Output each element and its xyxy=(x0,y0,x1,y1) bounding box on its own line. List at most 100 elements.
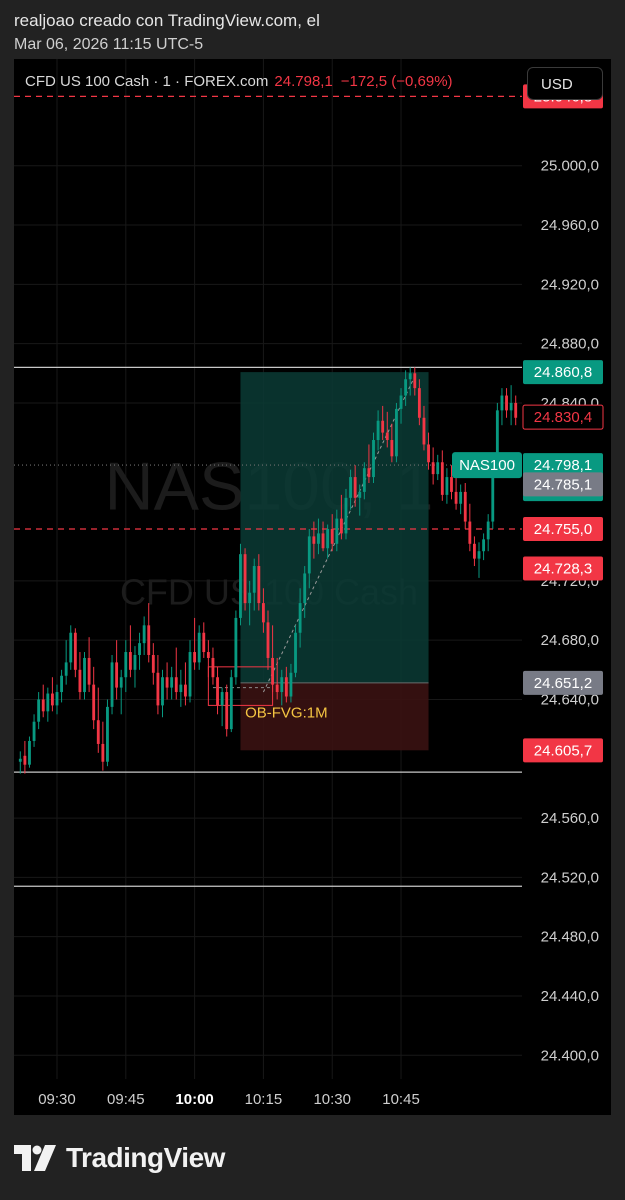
candle-body xyxy=(298,603,302,633)
candle-body xyxy=(174,677,178,693)
x-tick-label: 10:45 xyxy=(382,1091,420,1108)
price-label-box xyxy=(523,670,603,695)
bear-candle xyxy=(87,637,91,693)
loss-zone xyxy=(240,682,429,751)
candle-body xyxy=(96,720,100,744)
candle-body xyxy=(505,395,508,411)
y-tick-label: 24.520,0 xyxy=(541,869,599,886)
ob-fvg-annotation: OB-FVG:1M xyxy=(245,704,328,721)
bull-candle xyxy=(179,669,183,707)
candle-body xyxy=(271,657,275,685)
candle-body xyxy=(142,625,146,644)
candle-body xyxy=(303,573,307,604)
candle-body xyxy=(312,536,316,544)
chart[interactable]: NAS100, 1CFD US 100 CashOB-FVG:1MNAS1002… xyxy=(14,59,611,1115)
candle-body xyxy=(321,533,325,549)
candle-body xyxy=(317,533,320,544)
price-label-box xyxy=(523,738,603,763)
y-tick-label: 24.640,0 xyxy=(541,691,599,708)
bear-candle xyxy=(514,395,518,426)
candle-body xyxy=(119,677,123,688)
bull-candle xyxy=(46,687,50,722)
bear-candle xyxy=(101,721,105,771)
x-tick-label: 10:15 xyxy=(245,1091,283,1108)
bear-candle xyxy=(96,687,100,753)
candle-body xyxy=(170,677,174,688)
candle-body xyxy=(147,625,151,655)
price-label: 24.755,0 xyxy=(534,521,592,538)
bull-candle xyxy=(170,666,174,700)
candle-body xyxy=(395,408,398,457)
bear-candle xyxy=(440,450,444,501)
candle-body xyxy=(179,684,183,693)
price-label: 24.651,2 xyxy=(534,675,592,692)
currency-button[interactable]: USD xyxy=(527,67,603,100)
candle-body xyxy=(445,477,449,495)
candle-body xyxy=(101,743,105,762)
bull-candle xyxy=(234,610,238,685)
bull-candle xyxy=(142,616,146,655)
bull-candle xyxy=(248,580,252,626)
y-tick-label: 24.400,0 xyxy=(541,1047,599,1064)
bear-candle xyxy=(284,666,288,703)
bear-candle xyxy=(41,684,45,718)
candle-body xyxy=(326,528,330,549)
candle-body xyxy=(106,706,109,762)
bull-candle xyxy=(372,432,375,484)
candle-body xyxy=(69,632,73,663)
symbol-name[interactable]: CFD US 100 Cash · 1 · FOREX.com xyxy=(25,73,269,90)
candle-body xyxy=(243,554,247,604)
candle-body xyxy=(486,521,490,540)
bull-candle xyxy=(133,646,137,688)
bear-candle xyxy=(454,474,458,510)
bull-candle xyxy=(459,484,463,515)
bear-candle xyxy=(211,647,215,685)
symbol-bar[interactable]: CFD US 100 Cash · 1 · FOREX.com 24.798,1−… xyxy=(25,73,453,90)
candle-body xyxy=(376,420,380,441)
candle-body xyxy=(239,554,242,618)
bear-candle xyxy=(50,677,54,712)
bear-candle xyxy=(275,657,279,700)
candle-body xyxy=(436,462,440,475)
candle-body xyxy=(381,420,385,433)
candle-body xyxy=(275,684,279,693)
bear-candle xyxy=(266,610,270,670)
bull-candle xyxy=(482,533,486,561)
x-tick-label: 10:00 xyxy=(175,1091,213,1108)
price-label-box xyxy=(523,516,603,541)
price-label-box xyxy=(523,360,603,385)
price-label: 24.605,7 xyxy=(534,742,592,759)
bull-candle xyxy=(509,385,513,426)
bull-candle xyxy=(64,640,68,685)
tradingview-footer: TradingView xyxy=(14,1142,225,1174)
candle-body xyxy=(473,543,476,559)
y-tick-label: 24.440,0 xyxy=(541,988,599,1005)
candle-body xyxy=(188,652,192,697)
bull-candle xyxy=(69,625,73,670)
y-tick-label: 24.680,0 xyxy=(541,632,599,649)
bear-candle xyxy=(367,444,371,484)
candle-body xyxy=(60,675,63,693)
candle-body xyxy=(390,440,394,457)
candle-body xyxy=(440,462,444,495)
bull-candle xyxy=(326,524,330,559)
bear-candle xyxy=(413,367,417,396)
x-tick-label: 09:45 xyxy=(107,1091,145,1108)
candle-body xyxy=(491,469,495,522)
price-label-box xyxy=(523,472,603,497)
bull-candle xyxy=(252,558,256,611)
last-price: 24.798,1 xyxy=(274,73,333,90)
tradingview-logo-icon xyxy=(14,1145,56,1171)
candle-body xyxy=(358,491,362,498)
candle-body xyxy=(64,662,68,676)
candle-body xyxy=(220,692,224,706)
bear-candle xyxy=(312,521,316,559)
x-tick-label: 10:30 xyxy=(313,1091,351,1108)
chart-panel[interactable]: NAS100, 1CFD US 100 CashOB-FVG:1MNAS1002… xyxy=(14,59,611,1115)
date-line: Mar 06, 2026 11:15 UTC-5 xyxy=(14,36,204,53)
bull-candle xyxy=(28,736,31,768)
bull-candle xyxy=(83,652,86,700)
bear-candle xyxy=(339,494,343,540)
bull-candle xyxy=(436,454,440,481)
bear-candle xyxy=(184,662,187,706)
